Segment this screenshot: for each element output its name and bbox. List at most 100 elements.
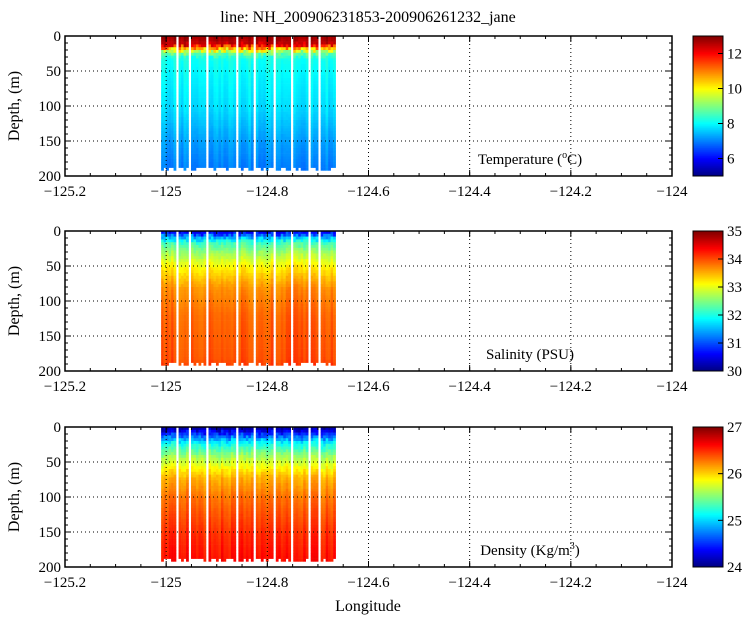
data-cell bbox=[215, 312, 219, 316]
data-cell bbox=[250, 83, 254, 87]
data-cell bbox=[225, 231, 229, 235]
data-cell bbox=[245, 83, 249, 87]
data-cell bbox=[295, 47, 299, 51]
data-cell bbox=[228, 111, 232, 115]
data-cell bbox=[196, 284, 199, 288]
data-cell bbox=[203, 264, 207, 268]
data-cell bbox=[183, 145, 187, 149]
data-cell bbox=[323, 80, 326, 84]
data-cell bbox=[268, 233, 272, 237]
data-cell bbox=[280, 106, 284, 110]
data-cell bbox=[328, 72, 331, 76]
data-cell bbox=[171, 128, 174, 132]
data-cell bbox=[220, 78, 224, 82]
data-cell bbox=[220, 159, 224, 163]
data-cell bbox=[303, 136, 306, 140]
data-cell bbox=[278, 125, 282, 129]
data-cell bbox=[166, 92, 169, 96]
data-cell bbox=[328, 153, 331, 157]
data-cell bbox=[260, 295, 264, 299]
data-cell bbox=[228, 164, 232, 168]
data-cell bbox=[268, 301, 272, 305]
data-cell bbox=[278, 139, 282, 143]
data-cell bbox=[240, 142, 244, 146]
data-cell bbox=[265, 264, 269, 268]
data-cell bbox=[238, 264, 242, 268]
data-cell bbox=[330, 86, 334, 90]
data-cell bbox=[213, 114, 217, 118]
data-cell bbox=[250, 106, 254, 110]
data-cell bbox=[260, 242, 264, 246]
data-cell bbox=[166, 64, 169, 68]
data-cell bbox=[328, 55, 331, 59]
data-cell bbox=[325, 92, 329, 96]
data-cell bbox=[223, 320, 227, 324]
data-cell bbox=[168, 145, 172, 149]
data-cell bbox=[191, 239, 194, 243]
data-cell bbox=[250, 331, 254, 335]
data-cell bbox=[220, 128, 224, 132]
data-cell bbox=[285, 156, 289, 160]
chart-title: line: NH_200906231853-200906261232_jane bbox=[220, 9, 516, 26]
data-cell bbox=[171, 326, 174, 330]
data-cell bbox=[186, 44, 189, 48]
data-cell bbox=[250, 278, 254, 282]
data-cell bbox=[225, 97, 229, 101]
data-cell bbox=[270, 233, 274, 237]
data-cell bbox=[198, 323, 202, 327]
data-cell bbox=[285, 159, 289, 163]
data-cell bbox=[220, 134, 224, 138]
data-cell bbox=[173, 139, 177, 143]
data-cell bbox=[270, 295, 274, 299]
data-cell bbox=[171, 117, 174, 121]
data-cell bbox=[220, 343, 224, 347]
data-cell bbox=[203, 245, 207, 249]
data-cell bbox=[230, 131, 234, 135]
data-cell bbox=[255, 55, 259, 59]
data-cell bbox=[201, 64, 204, 68]
data-cell bbox=[268, 136, 272, 140]
data-cell bbox=[198, 128, 202, 132]
colorbar-segment bbox=[693, 118, 723, 121]
data-cell bbox=[213, 351, 217, 355]
data-cell bbox=[323, 97, 326, 101]
data-cell bbox=[215, 66, 219, 70]
data-cell bbox=[233, 47, 237, 51]
data-cell bbox=[193, 345, 197, 349]
data-cell bbox=[201, 284, 204, 288]
data-cell bbox=[325, 159, 329, 163]
data-cell bbox=[245, 337, 249, 341]
data-cell bbox=[208, 134, 212, 138]
data-cell bbox=[320, 80, 324, 84]
data-cell bbox=[248, 320, 252, 324]
data-cell bbox=[173, 315, 177, 319]
data-cell bbox=[186, 153, 189, 157]
data-cell bbox=[258, 114, 262, 118]
data-cell bbox=[223, 298, 227, 302]
data-cell bbox=[288, 148, 292, 152]
data-cell bbox=[193, 354, 197, 358]
data-cell bbox=[243, 247, 247, 251]
data-cell bbox=[328, 164, 331, 168]
data-cell bbox=[258, 111, 262, 115]
data-cell bbox=[265, 145, 269, 149]
data-cell bbox=[323, 52, 326, 56]
data-cell bbox=[225, 145, 229, 149]
data-cell bbox=[275, 80, 279, 84]
data-cell bbox=[298, 108, 302, 112]
data-cell bbox=[225, 114, 229, 118]
data-cell bbox=[240, 92, 244, 96]
data-cell bbox=[263, 103, 267, 107]
data-cell bbox=[220, 315, 224, 319]
data-cell bbox=[215, 340, 219, 344]
data-cell bbox=[330, 142, 334, 146]
data-cell bbox=[283, 145, 287, 149]
data-cell bbox=[325, 72, 329, 76]
data-cell bbox=[250, 94, 254, 98]
data-cell bbox=[300, 92, 304, 96]
data-cell bbox=[191, 108, 194, 112]
data-cell bbox=[240, 289, 244, 293]
data-cell bbox=[196, 345, 199, 349]
data-cell bbox=[215, 97, 219, 101]
data-cell bbox=[201, 273, 204, 277]
